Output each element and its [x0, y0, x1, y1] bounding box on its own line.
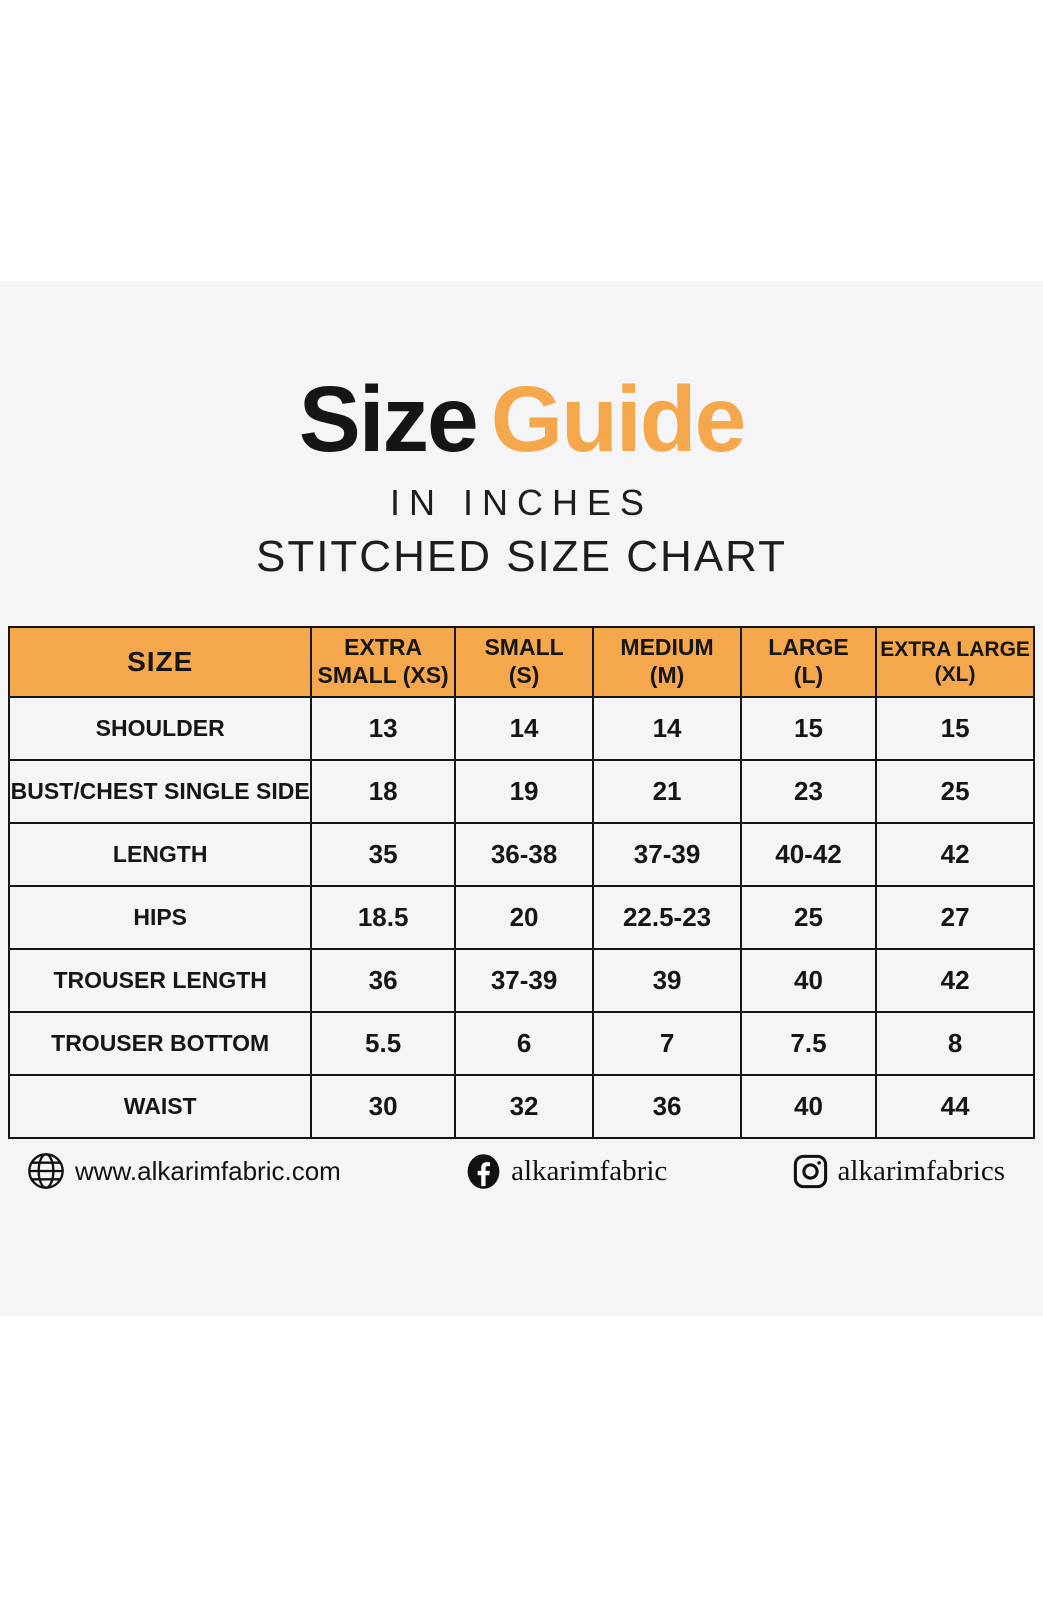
table-row: TROUSER BOTTOM 5.5 6 7 7.5 8 [7, 1011, 1035, 1076]
size-value: 23 [739, 759, 878, 824]
size-chart-body: SHOULDER 13 14 14 15 15 BUST/CHEST SINGLE SIDE… [7, 696, 1035, 1139]
table-row: LENGTH 35 36-38 37-39 40-42 42 [7, 822, 1035, 887]
size-value: 15 [875, 696, 1035, 761]
title-block: Size Guide IN INCHES STITCHED SIZE CHART [0, 373, 1043, 582]
title-word-guide: Guide [490, 367, 747, 471]
subtitle-in-inches: IN INCHES [389, 482, 654, 523]
size-value: 40-42 [739, 822, 878, 887]
size-value: 14 [453, 696, 595, 761]
size-value: 40 [739, 948, 878, 1013]
size-value: 18 [310, 759, 456, 824]
size-guide-panel: Size Guide IN INCHES STITCHED SIZE CHART … [0, 281, 1043, 1316]
footer: www.alkarimfabric.com alkarimfabric [0, 1139, 1043, 1203]
column-header: EXTRA SMALL (XS) [310, 626, 456, 698]
subtitle-stitched-size-chart: STITCHED SIZE CHART [255, 532, 787, 581]
title-word-size: Size [298, 367, 479, 471]
size-value: 27 [875, 885, 1035, 950]
row-label: BUST/CHEST SINGLE SIDE [7, 759, 313, 824]
table-row: SHOULDER 13 14 14 15 15 [7, 696, 1035, 761]
size-value: 30 [310, 1074, 456, 1139]
globe-icon [26, 1151, 66, 1191]
column-header: MEDIUM (M) [592, 626, 742, 698]
size-value: 6 [453, 1011, 595, 1076]
website-label: www.alkarimfabric.com [75, 1155, 341, 1186]
size-value: 42 [875, 948, 1035, 1013]
size-value: 35 [310, 822, 456, 887]
table-row: BUST/CHEST SINGLE SIDE 18 19 21 23 25 [7, 759, 1035, 824]
row-label: TROUSER BOTTOM [7, 1011, 313, 1076]
size-value: 42 [875, 822, 1035, 887]
size-value: 8 [875, 1011, 1035, 1076]
facebook-icon [465, 1153, 502, 1190]
size-value: 40 [739, 1074, 878, 1139]
size-value: 37-39 [453, 948, 595, 1013]
size-chart-header: SIZE EXTRA SMALL (XS) SMALL (S) MEDIUM (M) LARG… [7, 626, 1035, 698]
size-value: 36 [310, 948, 456, 1013]
row-label: HIPS [7, 885, 313, 950]
footer-facebook: alkarimfabric [465, 1153, 667, 1190]
footer-website: www.alkarimfabric.com [26, 1151, 341, 1191]
facebook-label: alkarimfabric [511, 1154, 668, 1187]
size-value: 44 [875, 1074, 1035, 1139]
instagram-label: alkarimfabrics [837, 1154, 1005, 1187]
size-value: 7 [592, 1011, 742, 1076]
size-value: 36 [592, 1074, 742, 1139]
size-value: 18.5 [310, 885, 456, 950]
size-value: 13 [310, 696, 456, 761]
size-value: 39 [592, 948, 742, 1013]
table-row: TROUSER LENGTH 36 37-39 39 40 42 [7, 948, 1035, 1013]
instagram-icon [792, 1153, 829, 1190]
size-value: 22.5-23 [592, 885, 742, 950]
size-value: 25 [739, 885, 878, 950]
footer-instagram: alkarimfabrics [792, 1153, 1005, 1190]
column-header: LARGE (L) [739, 626, 878, 698]
page-title: Size Guide [0, 373, 1043, 466]
row-label: WAIST [7, 1074, 313, 1139]
size-value: 7.5 [739, 1011, 878, 1076]
size-value: 19 [453, 759, 595, 824]
row-label: LENGTH [7, 822, 313, 887]
size-value: 36-38 [453, 822, 595, 887]
column-header: SMALL (S) [453, 626, 595, 698]
row-label: TROUSER LENGTH [7, 948, 313, 1013]
table-row: WAIST 30 32 36 40 44 [7, 1074, 1035, 1139]
size-value: 32 [453, 1074, 595, 1139]
header-row: SIZE EXTRA SMALL (XS) SMALL (S) MEDIUM (M) LARG… [7, 626, 1035, 698]
column-header: EXTRA LARGE (XL) [875, 626, 1035, 698]
size-value: 5.5 [310, 1011, 456, 1076]
column-header: SIZE [7, 626, 313, 698]
size-value: 20 [453, 885, 595, 950]
size-chart-table: SIZE EXTRA SMALL (XS) SMALL (S) MEDIUM (M) LARG… [7, 626, 1035, 1139]
row-label: SHOULDER [7, 696, 313, 761]
size-value: 21 [592, 759, 742, 824]
size-value: 37-39 [592, 822, 742, 887]
size-value: 25 [875, 759, 1035, 824]
size-value: 14 [592, 696, 742, 761]
size-value: 15 [739, 696, 878, 761]
table-row: HIPS 18.5 20 22.5-23 25 27 [7, 885, 1035, 950]
